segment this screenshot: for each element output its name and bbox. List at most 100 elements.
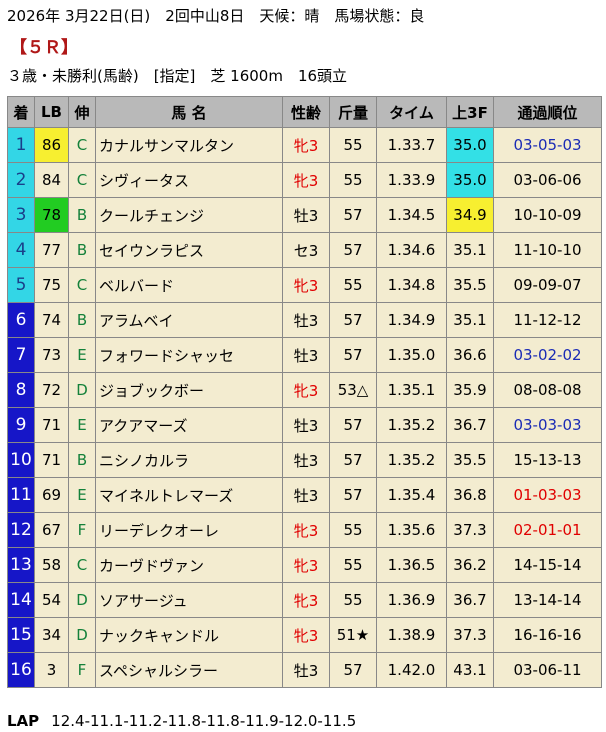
table-row[interactable]: 15 34 D ナックキャンドル 牝3 51★ 1.38.9 37.3 16-16-16 — [7, 617, 602, 653]
weight-cell: 55 — [329, 547, 377, 583]
stretch-grade-cell: E — [68, 477, 96, 513]
table-row[interactable]: 16 3 F スペシャルシラー 牡3 57 1.42.0 43.1 03-06-11 — [7, 652, 602, 688]
passing-order-cell: 11-12-12 — [493, 302, 602, 338]
lb-cell: 86 — [34, 127, 69, 163]
weight-cell: 57 — [329, 232, 377, 268]
passing-order-cell: 15-13-13 — [493, 442, 602, 478]
table-row[interactable]: 7 73 E フォワードシャッセ 牡3 57 1.35.0 36.6 03-02-02 — [7, 337, 602, 373]
sex-age-cell: 牡3 — [282, 442, 330, 478]
stretch-grade-cell: F — [68, 652, 96, 688]
place-cell: 13 — [7, 547, 35, 583]
table-row[interactable]: 3 78 B クールチェンジ 牡3 57 1.34.5 34.9 10-10-09 — [7, 197, 602, 233]
table-row[interactable]: 8 72 D ジョブックボー 牝3 53△ 1.35.1 35.9 08-08-08 — [7, 372, 602, 408]
horse-name-cell: スペシャルシラー — [95, 652, 283, 688]
last3f-cell: 35.5 — [446, 442, 494, 478]
lb-cell: 73 — [34, 337, 69, 373]
weight-cell: 57 — [329, 442, 377, 478]
passing-order-cell: 16-16-16 — [493, 617, 602, 653]
stretch-grade-cell: B — [68, 232, 96, 268]
sex-age-cell: 牝3 — [282, 547, 330, 583]
sex-age-cell: 牝3 — [282, 582, 330, 618]
place-cell: 2 — [7, 162, 35, 198]
lb-cell: 71 — [34, 407, 69, 443]
table-row[interactable]: 6 74 B アラムベイ 牡3 57 1.34.9 35.1 11-12-12 — [7, 302, 602, 338]
last3f-cell: 37.3 — [446, 512, 494, 548]
last3f-cell: 34.9 — [446, 197, 494, 233]
table-row[interactable]: 10 71 B ニシノカルラ 牡3 57 1.35.2 35.5 15-13-13 — [7, 442, 602, 478]
place-cell: 12 — [7, 512, 35, 548]
table-row[interactable]: 9 71 E アクアマーズ 牡3 57 1.35.2 36.7 03-03-03 — [7, 407, 602, 443]
race-conditions: ３歳・未勝利(馬齢) [指定] 芝 1600m 16頭立 — [7, 67, 348, 85]
race-number: 【５Ｒ】 — [10, 38, 78, 58]
time-cell: 1.42.0 — [376, 652, 447, 688]
passing-order-cell: 03-06-06 — [493, 162, 602, 198]
last3f-cell: 37.3 — [446, 617, 494, 653]
stretch-grade-cell: D — [68, 372, 96, 408]
sex-age-cell: 牝3 — [282, 162, 330, 198]
weight-cell: 57 — [329, 652, 377, 688]
lb-cell: 78 — [34, 197, 69, 233]
col-stretch: 伸 — [68, 96, 96, 128]
col-lb: LB — [34, 96, 69, 128]
time-cell: 1.35.2 — [376, 442, 447, 478]
table-row[interactable]: 2 84 C シヴィータス 牝3 55 1.33.9 35.0 03-06-06 — [7, 162, 602, 198]
last3f-cell: 35.1 — [446, 302, 494, 338]
stretch-grade-cell: C — [68, 267, 96, 303]
weight-cell: 53△ — [329, 372, 377, 408]
sex-age-cell: 牝3 — [282, 372, 330, 408]
col-sex-age: 性齢 — [282, 96, 330, 128]
time-cell: 1.33.9 — [376, 162, 447, 198]
lb-cell: 3 — [34, 652, 69, 688]
horse-name-cell: ソアサージュ — [95, 582, 283, 618]
time-cell: 1.35.1 — [376, 372, 447, 408]
sex-age-cell: 牡3 — [282, 652, 330, 688]
place-cell: 7 — [7, 337, 35, 373]
place-cell: 5 — [7, 267, 35, 303]
horse-name-cell: アクアマーズ — [95, 407, 283, 443]
place-cell: 10 — [7, 442, 35, 478]
last3f-cell: 36.8 — [446, 477, 494, 513]
header-row: 着 LB 伸 馬 名 性齢 斤量 タイム 上3F 通過順位 — [7, 96, 602, 128]
place-cell: 14 — [7, 582, 35, 618]
lb-cell: 72 — [34, 372, 69, 408]
table-row[interactable]: 11 69 E マイネルトレマーズ 牡3 57 1.35.4 36.8 01-03-03 — [7, 477, 602, 513]
lb-cell: 75 — [34, 267, 69, 303]
table-row[interactable]: 5 75 C ベルバード 牝3 55 1.34.8 35.5 09-09-07 — [7, 267, 602, 303]
passing-order-cell: 03-06-11 — [493, 652, 602, 688]
time-cell: 1.35.2 — [376, 407, 447, 443]
horse-name-cell: フォワードシャッセ — [95, 337, 283, 373]
last3f-cell: 36.6 — [446, 337, 494, 373]
sex-age-cell: 牝3 — [282, 617, 330, 653]
lb-cell: 54 — [34, 582, 69, 618]
weight-cell: 57 — [329, 302, 377, 338]
place-cell: 4 — [7, 232, 35, 268]
passing-order-cell: 14-15-14 — [493, 547, 602, 583]
weight-cell: 55 — [329, 582, 377, 618]
passing-order-cell: 01-03-03 — [493, 477, 602, 513]
sex-age-cell: セ3 — [282, 232, 330, 268]
horse-name-cell: ベルバード — [95, 267, 283, 303]
col-last3f: 上3F — [446, 96, 494, 128]
weight-cell: 55 — [329, 267, 377, 303]
place-cell: 9 — [7, 407, 35, 443]
time-cell: 1.34.5 — [376, 197, 447, 233]
table-row[interactable]: 13 58 C カーヴドヴァン 牝3 55 1.36.5 36.2 14-15-14 — [7, 547, 602, 583]
passing-order-cell: 09-09-07 — [493, 267, 602, 303]
horse-name-cell: ニシノカルラ — [95, 442, 283, 478]
stretch-grade-cell: D — [68, 582, 96, 618]
results-table: 着 LB 伸 馬 名 性齢 斤量 タイム 上3F 通過順位 1 86 C カナルサンマ… — [7, 96, 602, 688]
race-date-line: 2026年 3月22日(日) 2回中山8日 天候：晴 馬場状態：良 — [7, 7, 425, 25]
sex-age-cell: 牡3 — [282, 407, 330, 443]
time-cell: 1.36.5 — [376, 547, 447, 583]
table-row[interactable]: 1 86 C カナルサンマルタン 牝3 55 1.33.7 35.0 03-05-03 — [7, 127, 602, 163]
table-row[interactable]: 12 67 F リーデレクオーレ 牝3 55 1.35.6 37.3 02-01-01 — [7, 512, 602, 548]
weight-cell: 57 — [329, 337, 377, 373]
col-time: タイム — [376, 96, 447, 128]
stretch-grade-cell: B — [68, 197, 96, 233]
table-row[interactable]: 4 77 B セイウンラピス セ3 57 1.34.6 35.1 11-10-10 — [7, 232, 602, 268]
table-row[interactable]: 14 54 D ソアサージュ 牝3 55 1.36.9 36.7 13-14-14 — [7, 582, 602, 618]
passing-order-cell: 02-01-01 — [493, 512, 602, 548]
last3f-cell: 35.0 — [446, 162, 494, 198]
sex-age-cell: 牡3 — [282, 477, 330, 513]
stretch-grade-cell: C — [68, 547, 96, 583]
